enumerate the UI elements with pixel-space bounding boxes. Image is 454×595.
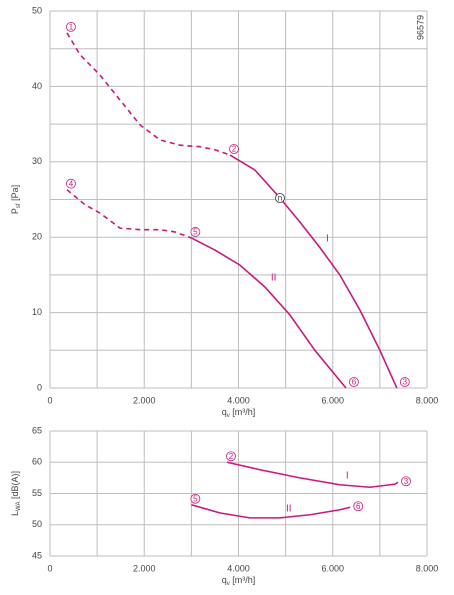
annotation: 96579 — [415, 15, 425, 40]
y-axis-label: LWA [dB(A)] — [10, 471, 21, 516]
point-label: 4 — [69, 179, 74, 188]
point-marker — [399, 377, 410, 387]
y-axis-symbol: P — [10, 208, 20, 214]
data-line — [66, 189, 192, 239]
x-tick-label: 6.000 — [321, 395, 344, 405]
point-label: 1 — [69, 22, 74, 31]
y-tick-label: 0 — [37, 382, 42, 392]
y-tick-label: 60 — [32, 457, 42, 467]
point-marker — [229, 144, 239, 154]
x-tick-label: 6.000 — [321, 563, 344, 573]
y-tick-label: 40 — [32, 81, 42, 91]
y-axis-subscript: sf — [16, 203, 22, 208]
y-tick-label: 50 — [32, 5, 42, 15]
y-axis-symbol: L — [10, 511, 20, 516]
point-label: 5 — [193, 494, 198, 503]
point-label: 2 — [232, 145, 237, 154]
y-axis-unit: [Pa] — [10, 185, 20, 204]
x-axis-unit: [m³/h] — [230, 407, 256, 417]
x-tick-label: 2.000 — [133, 563, 156, 573]
y-axis-subscript: WA — [16, 502, 22, 511]
data-line — [229, 154, 398, 389]
point-label: 2 — [229, 452, 234, 461]
point-label: 3 — [404, 477, 409, 486]
y-tick-label: 65 — [32, 425, 42, 435]
point-label: 3 — [403, 378, 408, 387]
x-tick-label: 0 — [47, 395, 52, 405]
y-tick-label: 20 — [32, 232, 42, 242]
series-label: I — [326, 233, 329, 244]
data-line — [66, 32, 231, 156]
point-marker — [190, 227, 201, 237]
y-axis-unit: [dB(A)] — [10, 471, 20, 502]
point-marker — [66, 178, 76, 189]
x-axis-symbol: q — [222, 575, 227, 585]
point-marker — [190, 493, 201, 504]
y-tick-label: 10 — [32, 307, 42, 317]
data-line — [191, 503, 351, 519]
x-axis-symbol: q — [222, 407, 227, 417]
x-axis-label: qv [m³/h] — [222, 575, 256, 586]
data-line — [191, 237, 347, 389]
y-tick-label: 55 — [32, 488, 42, 498]
point-marker — [226, 451, 236, 462]
series-label: II — [271, 273, 277, 284]
y-tick-label: 30 — [32, 156, 42, 166]
x-tick-label: 4.000 — [227, 563, 250, 573]
point-marker — [66, 21, 76, 32]
x-tick-label: 8.000 — [416, 563, 439, 573]
x-tick-label: 0 — [47, 563, 52, 573]
y-tick-label: 50 — [32, 519, 42, 529]
point-label: n — [278, 194, 282, 203]
x-tick-label: 4.000 — [227, 395, 250, 405]
point-label: 6 — [356, 502, 361, 511]
point-label: 6 — [352, 378, 357, 387]
point-marker — [275, 193, 285, 203]
point-marker — [349, 377, 359, 387]
point-label: 5 — [193, 228, 198, 237]
x-axis-subscript: v — [227, 581, 230, 587]
x-axis-subscript: v — [227, 413, 230, 419]
series-label: II — [286, 504, 292, 515]
x-tick-label: 8.000 — [416, 395, 439, 405]
point-marker — [353, 501, 364, 512]
series-label: I — [346, 470, 349, 481]
y-axis-label: Psf [Pa] — [10, 185, 21, 214]
data-line — [226, 461, 399, 489]
x-axis-label: qv [m³/h] — [222, 407, 256, 418]
x-tick-label: 2.000 — [133, 395, 156, 405]
point-marker — [401, 476, 411, 487]
y-tick-label: 45 — [32, 550, 42, 560]
x-axis-unit: [m³/h] — [230, 575, 256, 585]
